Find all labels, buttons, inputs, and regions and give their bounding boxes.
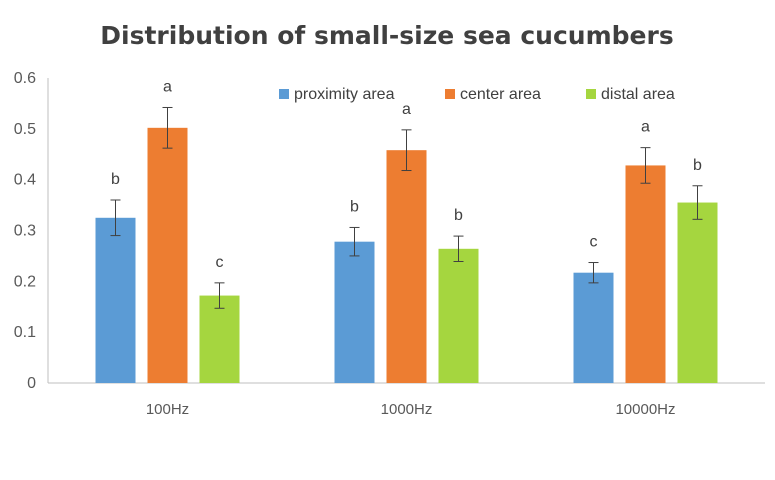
- bar: [199, 295, 240, 383]
- bars: b b c a a a c b b: [95, 78, 718, 383]
- significance-label: a: [163, 78, 172, 95]
- y-tick-label: 0.6: [14, 70, 36, 87]
- x-category-label: 10000Hz: [615, 401, 675, 418]
- significance-label: b: [350, 198, 359, 215]
- bar: [95, 217, 136, 383]
- significance-label: a: [641, 119, 650, 136]
- bar: [147, 127, 188, 383]
- bar: [677, 202, 718, 383]
- legend-swatch: [445, 89, 455, 99]
- significance-label: b: [111, 171, 120, 188]
- y-axis: 0 0.1 0.2 0.3 0.4 0.5 0.6: [14, 70, 49, 392]
- significance-label: c: [216, 254, 224, 271]
- bar: [386, 150, 427, 383]
- x-category-label: 1000Hz: [381, 401, 433, 418]
- legend-label: center area: [460, 86, 541, 103]
- legend-swatch: [279, 89, 289, 99]
- bar: [438, 248, 479, 383]
- significance-label: a: [402, 101, 411, 118]
- y-tick-label: 0.2: [14, 273, 36, 290]
- legend-swatch: [586, 89, 596, 99]
- significance-label: b: [693, 157, 702, 174]
- bar: [573, 272, 614, 383]
- x-category-label: 100Hz: [146, 401, 189, 418]
- bar: [625, 165, 666, 383]
- bar: [334, 241, 375, 383]
- y-tick-label: 0.3: [14, 223, 36, 240]
- x-axis: 100Hz 1000Hz 10000Hz: [48, 382, 765, 418]
- y-tick-label: 0.1: [14, 324, 36, 341]
- legend-label: proximity area: [294, 86, 395, 103]
- legend: proximity area center area distal area: [279, 86, 675, 103]
- chart-title: Distribution of small-size sea cucumbers: [100, 21, 673, 50]
- significance-label: c: [590, 234, 598, 251]
- y-tick-label: 0.4: [14, 172, 36, 189]
- legend-label: distal area: [601, 86, 675, 103]
- y-tick-label: 0.5: [14, 121, 36, 138]
- y-tick-label: 0: [27, 375, 36, 392]
- significance-label: b: [454, 207, 463, 224]
